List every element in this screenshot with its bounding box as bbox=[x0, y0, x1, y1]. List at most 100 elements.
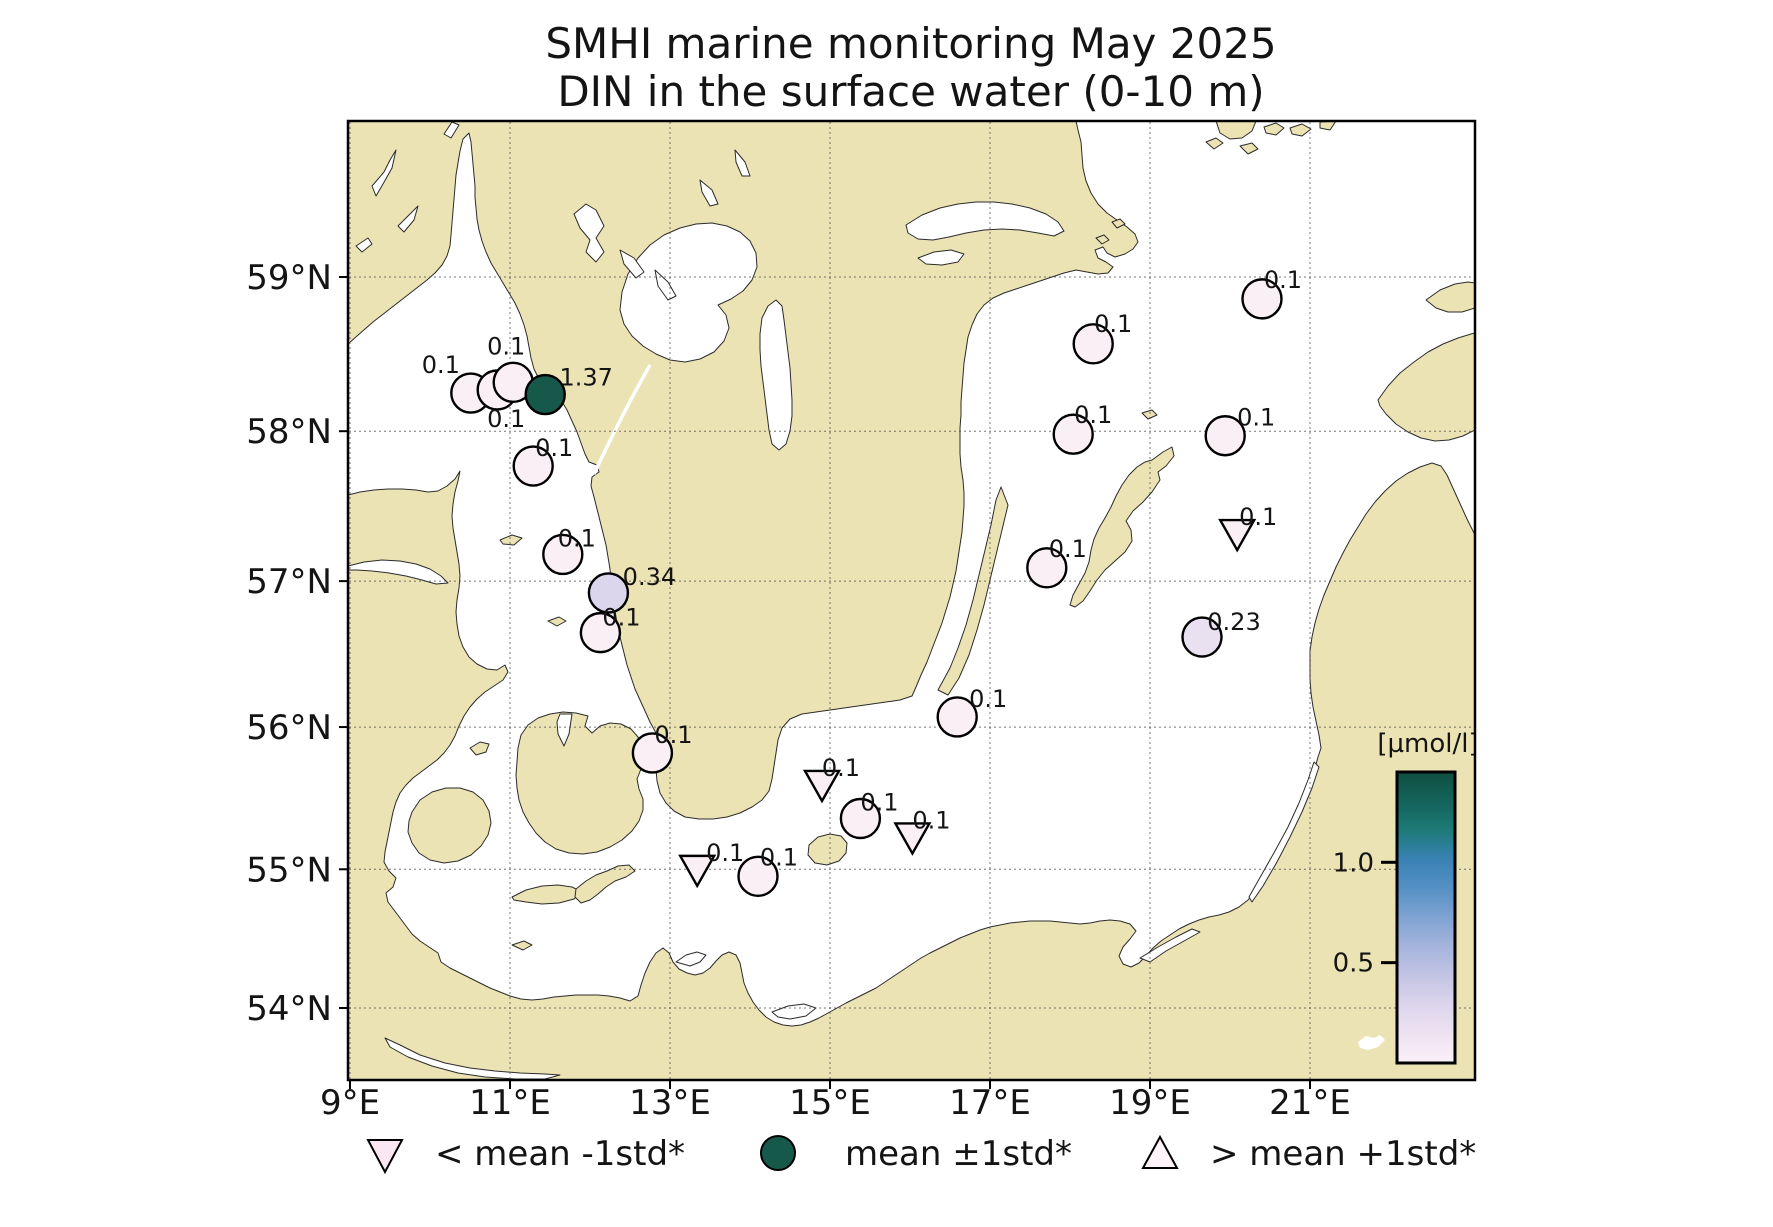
station-marker-circle bbox=[737, 855, 779, 897]
legend: < mean -1std* mean ±1std* > mean +1std* bbox=[366, 1134, 1476, 1175]
station-value-label: 0.1 bbox=[1074, 401, 1112, 429]
inland-stream-1 bbox=[699, 179, 719, 207]
island-fehmarn bbox=[511, 940, 533, 951]
station-value-label: 0.1 bbox=[860, 788, 898, 816]
lon-tick-label: 15°E bbox=[789, 1083, 871, 1123]
station-value-label: 0.1 bbox=[654, 721, 692, 749]
station-value-label: 0.23 bbox=[1207, 608, 1260, 636]
island-anholt bbox=[547, 616, 567, 627]
land-jutland-continental bbox=[348, 462, 1475, 1080]
lake-vanern bbox=[619, 222, 758, 363]
station-value-label: 0.1 bbox=[1094, 310, 1132, 338]
colorbar: [µmol/l] 1.0 0.5 bbox=[1333, 729, 1478, 1065]
lon-tick-label: 19°E bbox=[1109, 1083, 1191, 1123]
island-samso bbox=[469, 741, 490, 756]
colorbar-tick-label: 0.5 bbox=[1333, 949, 1374, 979]
lat-tick-label: 55°N bbox=[246, 850, 332, 890]
legend-triangle-down-icon bbox=[366, 1139, 404, 1175]
legend-triangle-up-icon bbox=[1141, 1134, 1179, 1169]
lake-hjalmaren bbox=[917, 249, 965, 266]
station-value-label: 0.1 bbox=[487, 332, 525, 360]
station-marker-circle bbox=[1181, 616, 1223, 658]
station-value-label: 0.1 bbox=[602, 604, 640, 632]
station-value-label: 0.1 bbox=[558, 524, 596, 552]
rugen-bodden bbox=[675, 951, 707, 967]
station-marker-circle bbox=[579, 611, 622, 654]
island-falster-mon bbox=[574, 864, 636, 904]
map-area: 0.10.10.11.370.10.10.340.10.10.1 0.10.10.… bbox=[348, 121, 1478, 1080]
legend-label-below: < mean -1std* bbox=[435, 1134, 685, 1174]
island-stockholm-skerry-1 bbox=[1095, 234, 1110, 245]
station-marker-circle bbox=[631, 732, 674, 774]
station-value-label: 0.1 bbox=[822, 754, 860, 782]
gota-alv-river bbox=[592, 364, 652, 475]
station-value-label: 0.1 bbox=[969, 685, 1007, 713]
axis-ticks: 59°N 58°N 57°N 56°N 55°N 54°N 9°E 11°E 13°E 15°E 1… bbox=[246, 258, 1351, 1123]
border-river-1 bbox=[573, 203, 605, 263]
colorbar-unit-label: [µmol/l] bbox=[1377, 729, 1478, 759]
island-archipelago-4 bbox=[1289, 123, 1312, 137]
island-stockholm-skerry-2 bbox=[1111, 218, 1126, 229]
curonian-lagoon bbox=[1248, 761, 1320, 903]
station-value-label: 0.1 bbox=[760, 843, 798, 871]
map-frame bbox=[346, 119, 1477, 1082]
station-value-label: 0.1 bbox=[1239, 503, 1277, 531]
figure-title-line2: DIN in the surface water (0-10 m) bbox=[557, 67, 1264, 116]
station-value-label: 0.1 bbox=[1049, 535, 1087, 563]
island-bornholm bbox=[807, 833, 848, 866]
station-value-label: 0.34 bbox=[623, 563, 676, 591]
station-marker-circle bbox=[1052, 413, 1094, 455]
lon-tick-label: 9°E bbox=[320, 1083, 380, 1123]
station-value-label: 0.1 bbox=[422, 351, 460, 379]
station-marker-circle bbox=[1241, 278, 1283, 320]
lon-tick-label: 13°E bbox=[629, 1083, 711, 1123]
station-value-label: 0.1 bbox=[1264, 266, 1302, 294]
decorative-white-shape bbox=[1358, 1035, 1385, 1050]
lon-tick-label: 17°E bbox=[949, 1083, 1031, 1123]
island-archipelago-3 bbox=[1239, 142, 1259, 155]
colorbar-gradient-bar bbox=[1395, 770, 1457, 1065]
norway-lake-1 bbox=[371, 149, 397, 197]
station-marker-circle bbox=[1204, 415, 1246, 457]
station-value-label: 1.37 bbox=[559, 364, 612, 392]
colorbar-ticks: 1.0 0.5 bbox=[1333, 848, 1397, 979]
island-saaremaa bbox=[1377, 332, 1475, 442]
station-marker-circle bbox=[512, 445, 554, 487]
station-markers: 0.10.10.11.370.10.10.340.10.10.1 0.10.10.… bbox=[422, 266, 1302, 897]
station-marker-circle bbox=[1072, 323, 1114, 365]
norway-lake-3 bbox=[355, 237, 373, 253]
lat-tick-label: 57°N bbox=[246, 562, 332, 602]
limfjord bbox=[348, 559, 449, 585]
station-value-label: 0.1 bbox=[535, 434, 573, 462]
island-funen bbox=[407, 787, 492, 864]
station-marker-triangle-down bbox=[1218, 518, 1257, 553]
station-marker-circle bbox=[1026, 547, 1068, 589]
island-laeso bbox=[499, 534, 523, 546]
station-marker-triangle-down bbox=[678, 854, 717, 889]
station-value-label: 0.1 bbox=[912, 806, 950, 834]
station-marker-circle bbox=[524, 373, 566, 416]
lake-malaren bbox=[905, 201, 1065, 241]
station-value-label: 0.1 bbox=[487, 405, 525, 433]
station-value-label: 0.1 bbox=[706, 839, 744, 867]
vistula-lagoon bbox=[1139, 928, 1201, 963]
station-marker-circle bbox=[936, 696, 978, 738]
oslofjord-head bbox=[443, 121, 460, 139]
lat-tick-label: 59°N bbox=[246, 258, 332, 298]
island-archipelago-2 bbox=[1205, 137, 1224, 150]
station-marker-triangle-down bbox=[893, 822, 932, 856]
elbe-estuary bbox=[384, 1037, 561, 1080]
lon-tick-label: 11°E bbox=[469, 1083, 551, 1123]
legend-circle-icon bbox=[760, 1135, 796, 1171]
inland-stream-2 bbox=[734, 149, 751, 177]
island-archipelago-1 bbox=[1263, 122, 1285, 136]
border-river-2 bbox=[619, 249, 645, 279]
island-gotska-sandon bbox=[1141, 409, 1158, 420]
lat-tick-label: 54°N bbox=[246, 989, 332, 1029]
station-value-label: 0.1 bbox=[1237, 404, 1275, 432]
colorbar-tick-label: 1.0 bbox=[1333, 848, 1374, 878]
norway-lake-2 bbox=[397, 205, 419, 233]
station-marker-circle bbox=[587, 572, 630, 614]
